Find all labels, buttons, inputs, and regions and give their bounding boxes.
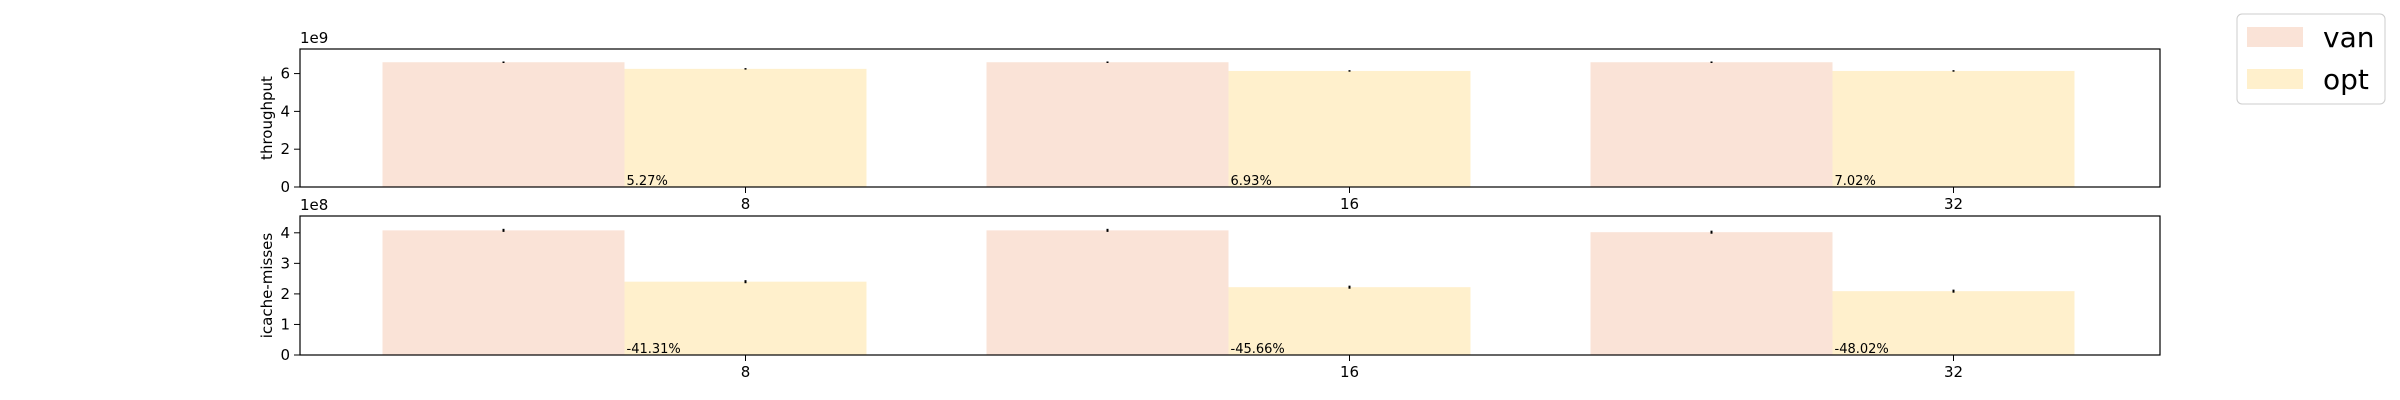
x-tick-label: 32 <box>1944 195 1963 213</box>
bar <box>1832 291 2075 355</box>
bar <box>624 68 867 187</box>
axes-frame <box>299 48 2161 188</box>
legend-swatch <box>2247 27 2303 47</box>
annotation: -45.66% <box>1231 342 1285 357</box>
y-tick-label: 2 <box>280 140 290 158</box>
bar <box>986 62 1229 187</box>
annotation: 5.27% <box>627 174 668 189</box>
x-tick-label: 8 <box>741 363 751 381</box>
y-tick-label: 4 <box>280 102 290 120</box>
bar <box>1228 287 1471 355</box>
x-tick-label: 16 <box>1340 195 1359 213</box>
y-tick-label: 0 <box>280 346 290 364</box>
y-tick-label: 2 <box>280 285 290 303</box>
legend-label: opt <box>2323 63 2369 96</box>
annotation: 7.02% <box>1835 174 1876 189</box>
offset-label: 1e9 <box>300 29 328 47</box>
y-tick-label: 0 <box>280 178 290 196</box>
annotation: -48.02% <box>1835 342 1889 357</box>
y-tick-label: 3 <box>280 254 290 272</box>
bar <box>1590 232 1833 355</box>
y-axis-label: throughput <box>258 76 276 160</box>
bar <box>1832 70 2075 187</box>
y-axis-label: icache-misses <box>258 233 276 339</box>
bar <box>1590 62 1833 187</box>
x-tick-label: 16 <box>1340 363 1359 381</box>
annotation: -41.31% <box>627 342 681 357</box>
bar <box>382 230 625 355</box>
legend-swatch <box>2247 69 2303 89</box>
axes-frame <box>299 215 2161 356</box>
offset-label: 1e8 <box>300 196 328 214</box>
x-tick-label: 32 <box>1944 363 1963 381</box>
legend-label: van <box>2323 21 2374 54</box>
y-tick-label: 4 <box>280 224 290 242</box>
bar <box>382 62 625 187</box>
bar <box>624 281 867 355</box>
annotation: 6.93% <box>1231 174 1272 189</box>
y-tick-label: 1 <box>280 315 290 333</box>
y-tick-label: 6 <box>280 65 290 83</box>
bar <box>986 230 1229 355</box>
bar <box>1228 70 1471 187</box>
x-tick-label: 8 <box>741 195 751 213</box>
